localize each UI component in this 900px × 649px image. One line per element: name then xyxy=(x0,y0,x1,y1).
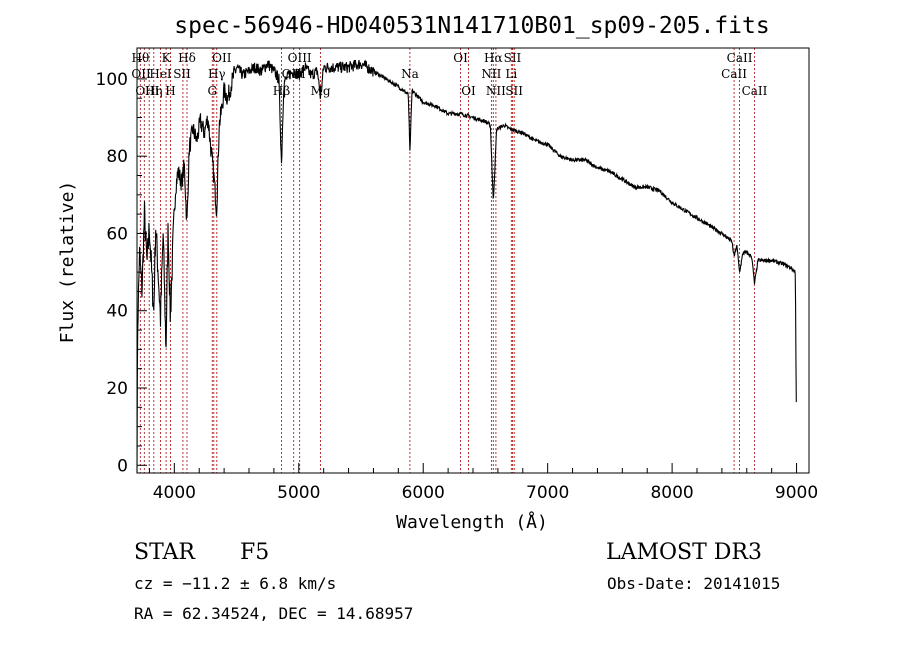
object-class: STAR xyxy=(134,540,196,565)
line-label-caii: CaII xyxy=(721,67,747,81)
x-tick-label: 4000 xyxy=(153,483,196,503)
object-subclass: F5 xyxy=(240,540,269,565)
x-tick-label: 5000 xyxy=(277,483,320,503)
line-label-oi: OI xyxy=(453,51,468,65)
y-tick-label: 100 xyxy=(96,70,128,90)
line-label-oii: OII xyxy=(212,51,232,65)
y-tick-label: 0 xyxy=(117,456,128,476)
survey-name: LAMOST DR3 xyxy=(606,540,762,565)
line-label-oiii: OIII xyxy=(288,51,312,65)
line-label-nii: NII xyxy=(481,67,501,81)
redshift-text: cz = −11.2 ± 6.8 km/s xyxy=(134,574,336,593)
chart-title: spec-56946-HD040531N141710B01_sp09-205.f… xyxy=(174,13,769,39)
emission-line-markers xyxy=(139,48,755,473)
line-label-g: G xyxy=(207,84,217,98)
x-axis-ticks: 4000 5000 6000 7000 8000 9000 xyxy=(148,463,818,503)
line-label-hδ: Hδ xyxy=(178,51,196,65)
line-label-sii: SII xyxy=(504,51,522,65)
line-label-caii: CaII xyxy=(742,84,768,98)
x-axis-label: Wavelength (Å) xyxy=(396,511,548,533)
line-label-hβ: Hβ xyxy=(273,84,290,98)
y-tick-label: 20 xyxy=(106,379,128,399)
y-tick-label: 40 xyxy=(106,302,128,322)
x-tick-label: 8000 xyxy=(650,483,693,503)
y-tick-label: 60 xyxy=(106,224,128,244)
line-label-na: Na xyxy=(401,67,419,81)
line-label-hei: HeI xyxy=(149,67,172,81)
line-label-h: H xyxy=(165,84,175,98)
line-label-hα: Hα xyxy=(484,51,503,65)
x-tick-label: 9000 xyxy=(775,483,818,503)
obs-date-text: Obs-Date: 20141015 xyxy=(607,574,780,593)
line-label-hθ: Hθ xyxy=(131,51,149,65)
spectrum-line xyxy=(136,59,797,474)
line-label-li: Li xyxy=(505,67,517,81)
y-axis-ticks: 0 20 40 60 80 100 xyxy=(96,59,147,476)
line-label-hη: Hη xyxy=(145,84,163,98)
line-label-oi: OI xyxy=(461,84,476,98)
x-tick-label: 7000 xyxy=(526,483,569,503)
x-tick-label: 6000 xyxy=(402,483,445,503)
coordinates-text: RA = 62.34524, DEC = 14.68957 xyxy=(134,604,413,623)
y-tick-label: 80 xyxy=(106,147,128,167)
plot-frame xyxy=(136,47,810,474)
line-label-caii: CaII xyxy=(727,51,753,65)
line-label-hγ: Hγ xyxy=(208,67,226,81)
line-label-oii: OII xyxy=(131,67,151,81)
line-label-oiii: OIII xyxy=(135,84,159,98)
line-label-sii: SII xyxy=(173,67,191,81)
line-label-sii: SII xyxy=(505,84,523,98)
line-label-k: K xyxy=(162,51,172,65)
line-label-nii: NII xyxy=(486,84,506,98)
y-axis-label: Flux (relative) xyxy=(57,181,78,344)
